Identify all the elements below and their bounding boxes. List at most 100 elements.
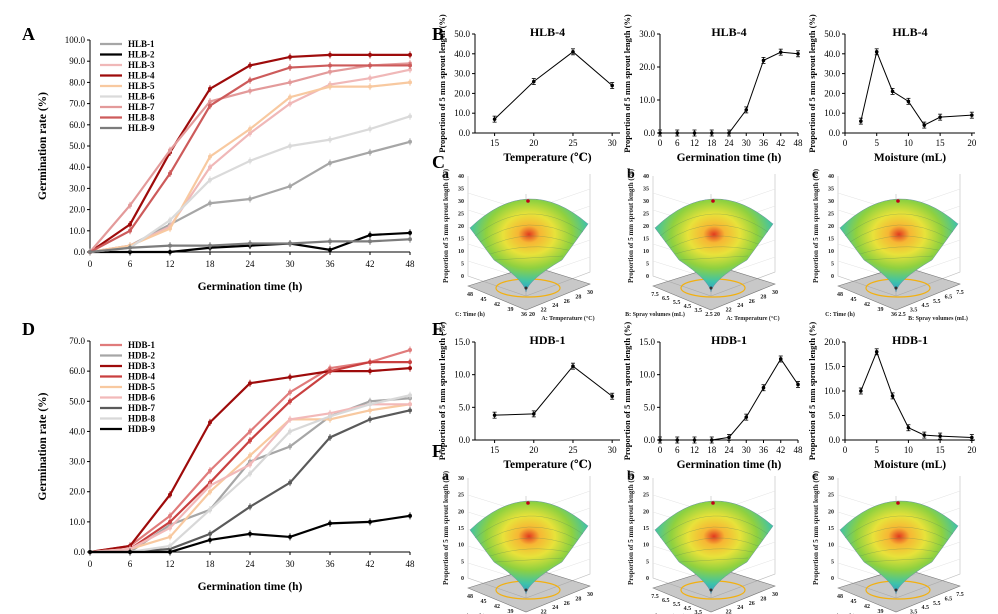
x-tick-label: 30 [608, 445, 618, 455]
line-charts: 0.010.020.030.040.050.060.070.080.090.01… [37, 14, 977, 593]
z-tick-label: 10 [643, 249, 649, 255]
data-point [368, 63, 372, 68]
y-tick-label: 40.0 [69, 426, 85, 436]
left-axis-tick: 7.5 [651, 594, 659, 600]
data-point [938, 115, 942, 119]
z-tick-label: 10 [458, 543, 464, 549]
data-point [408, 360, 412, 365]
data-point [248, 241, 252, 246]
response-surface [654, 198, 774, 293]
right-axis-tick: 4.5 [921, 605, 929, 611]
surface-mesh [859, 246, 939, 255]
left-axis-tick: 7.5 [651, 292, 659, 298]
x-tick-label: 5 [874, 138, 879, 148]
surface-mesh [659, 515, 769, 539]
y-tick-label: 15.0 [639, 337, 655, 347]
legend-label: HLB-5 [128, 81, 155, 91]
x-tick-label: 20 [529, 138, 539, 148]
subplot-letter: b [627, 167, 635, 182]
y-tick-label: 0.0 [829, 128, 841, 138]
legend-label: HLB-8 [128, 113, 155, 123]
data-point [408, 402, 412, 407]
surface-mesh [479, 526, 579, 545]
y-axis-label: Proportion of 5 mm sprout length (%) [807, 14, 817, 153]
right-axis-tick: 20 [529, 312, 535, 318]
data-point [368, 402, 372, 407]
surface-mesh [664, 526, 764, 545]
right-axis-tick: 30 [587, 290, 593, 296]
data-point [208, 165, 212, 170]
data-point [248, 197, 252, 201]
surface-mesh [854, 235, 944, 249]
left-axis-label: B: Spray volumes (mL) [625, 311, 685, 318]
y-tick-label: 0.0 [74, 247, 86, 257]
right-axis-tick: 28 [575, 596, 581, 602]
chart-title: HDB-1 [711, 333, 747, 347]
optimum-point [526, 199, 530, 203]
data-point [408, 348, 412, 353]
y-tick-label: 10.0 [69, 226, 85, 236]
response-surface [839, 198, 959, 293]
legend-label: HDB-1 [128, 340, 156, 350]
y-tick-label: 50.0 [824, 29, 840, 39]
response-surface [469, 198, 589, 293]
panel-label-A: A [22, 24, 35, 44]
data-point [208, 537, 212, 542]
optimum-point [896, 199, 900, 203]
y-tick-label: 30.0 [454, 69, 470, 79]
data-point [208, 154, 212, 159]
z-tick-label: 20 [643, 509, 649, 515]
chart-E1: 0.0 5.0 10.0 15.0 15 20 25 30 Temperature (℃) Pro… [437, 322, 620, 471]
data-point [408, 63, 412, 68]
data-point [248, 131, 252, 136]
x-tick-label: 36 [759, 138, 769, 148]
right-axis-tick: 24 [737, 303, 743, 309]
optimum-point [896, 501, 900, 505]
z-tick-label: 0 [831, 274, 834, 280]
z-tick-label: 25 [458, 493, 464, 499]
left-axis-tick: 48 [467, 594, 473, 600]
z-tick-label: 10 [828, 249, 834, 255]
right-axis-tick: 6.5 [945, 294, 953, 300]
legend-label: HLB-7 [128, 102, 155, 112]
right-axis-tick: 5.5 [933, 601, 941, 607]
x-tick-label: 30 [608, 138, 618, 148]
x-tick-label: 12 [166, 559, 175, 569]
data-point [368, 360, 372, 365]
x-tick-label: 48 [794, 445, 804, 455]
y-tick-label: 30.0 [639, 29, 655, 39]
z-tick-label: 15 [643, 237, 649, 243]
y-tick-label: 20.0 [824, 337, 840, 347]
legend-label: HDB-5 [128, 382, 156, 392]
z-tick-label: 40 [458, 174, 464, 180]
data-point [890, 394, 895, 398]
data-point [168, 218, 172, 223]
data-point [208, 103, 212, 108]
x-tick-label: 20 [967, 445, 977, 455]
legend-label: HLB-1 [128, 39, 155, 49]
y-axis-label: Proportion of 5 mm sprout length (%) [807, 322, 817, 461]
y-tick-label: 30.0 [69, 457, 85, 467]
x-tick-label: 10 [904, 138, 914, 148]
left-axis-tick: 5.5 [673, 602, 681, 608]
series-line [660, 51, 799, 134]
right-axis-tick: 3.5 [910, 610, 918, 614]
legend-label: HLB-6 [128, 92, 155, 102]
data-point [922, 123, 927, 127]
y-tick-label: 15.0 [824, 362, 840, 372]
z-tick-label: 20 [458, 224, 464, 230]
z-tick-label: 40 [643, 174, 649, 180]
surface-plot-F-a: a 0 5 10 15 20 25 30 Proportion of 5 mm sprout l… [442, 469, 593, 614]
z-tick-label: 5 [831, 262, 834, 268]
x-tick-label: 24 [246, 559, 256, 569]
x-tick-label: 25 [568, 445, 578, 455]
surface-mesh [489, 246, 569, 255]
x-tick-label: 15 [936, 445, 946, 455]
data-point [531, 79, 536, 84]
panel-label-B: B [432, 24, 444, 44]
x-tick-label: 42 [366, 259, 375, 269]
surface-mesh [494, 255, 564, 261]
y-tick-label: 10.0 [824, 108, 840, 118]
left-axis-tick: 4.5 [684, 304, 692, 310]
data-point [88, 250, 92, 254]
